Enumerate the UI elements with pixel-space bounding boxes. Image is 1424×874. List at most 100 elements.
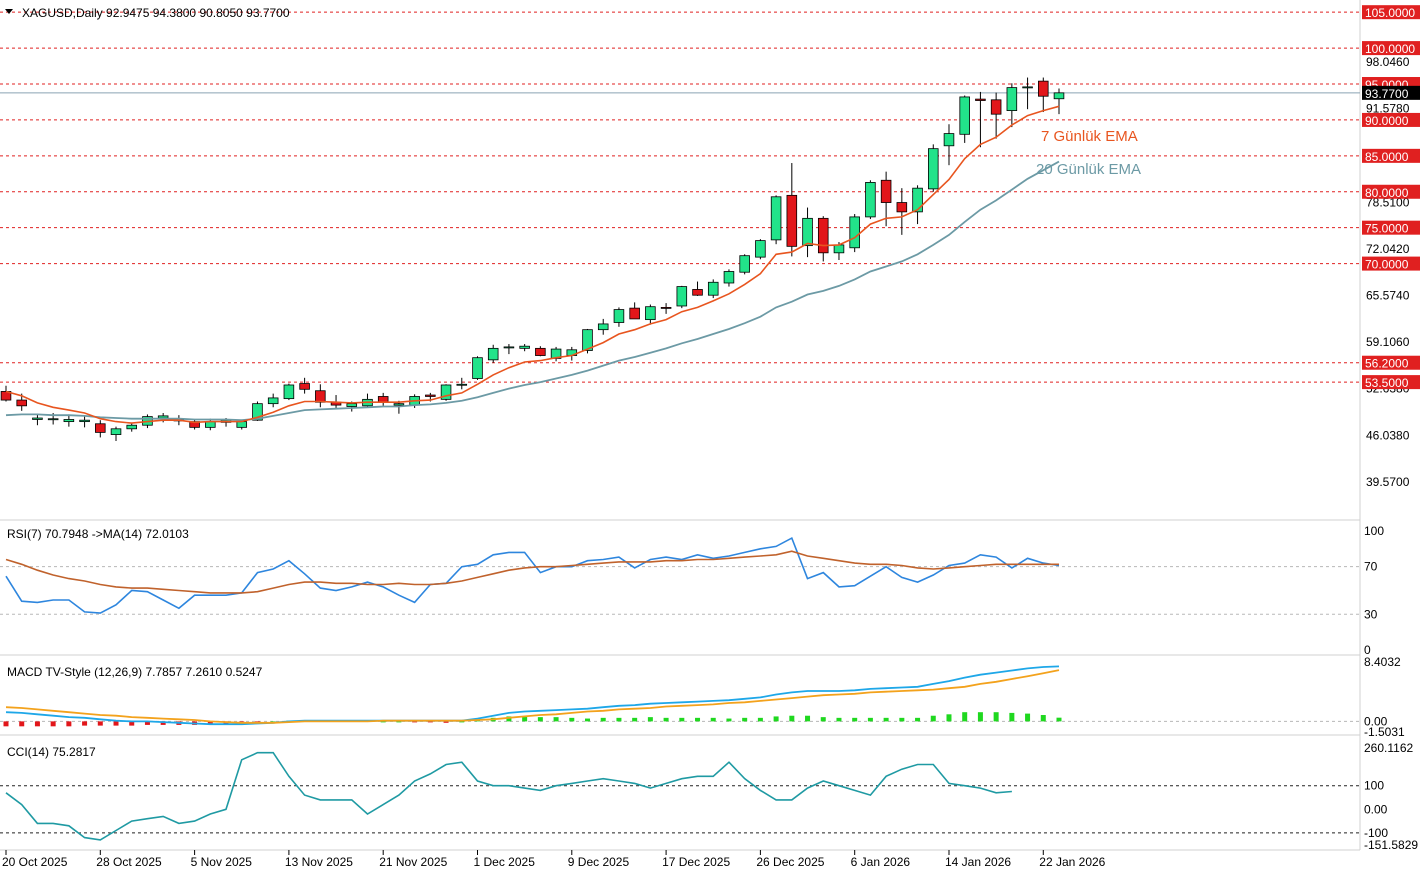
- candle-up: [252, 403, 263, 421]
- x-tick-label: 22 Jan 2026: [1039, 855, 1105, 869]
- macd-histogram-bar: [1025, 713, 1031, 722]
- macd-histogram-bar: [129, 721, 135, 726]
- candle-up: [157, 415, 169, 419]
- macd-histogram-bar: [632, 717, 638, 722]
- macd-histogram-bar: [867, 717, 873, 722]
- level-tag-label: 105.0000: [1365, 6, 1415, 20]
- macd-histogram-bar: [270, 721, 276, 723]
- rsi-tick-label: 0: [1364, 643, 1371, 657]
- level-tag: [1362, 375, 1420, 390]
- macd-histogram-bar: [380, 721, 386, 723]
- price-tick-label: 59.1060: [1366, 335, 1410, 349]
- candle-up: [487, 347, 499, 361]
- macd-histogram-bar: [443, 721, 449, 723]
- macd-histogram-bar: [899, 717, 905, 722]
- candle-up: [613, 309, 625, 323]
- candle-down: [95, 423, 106, 433]
- macd-histogram-bar: [506, 716, 512, 722]
- macd-histogram-bar: [1040, 715, 1046, 722]
- macd-histogram-bar: [144, 721, 150, 725]
- price-tick-label: 39.5700: [1366, 475, 1410, 489]
- price-tick-label: 91.5780: [1366, 102, 1410, 116]
- level-tag-label: 90.0000: [1365, 114, 1409, 128]
- x-tick-label: 26 Dec 2025: [756, 855, 824, 869]
- candle-up: [927, 148, 939, 190]
- macd-histogram-bar: [569, 717, 575, 722]
- macd-histogram-bar: [962, 712, 968, 722]
- price-tick-label: 46.0380: [1366, 429, 1410, 443]
- cci-pane: [0, 751, 1360, 841]
- candle-up: [503, 346, 515, 349]
- cci-tick-label: -100: [1364, 826, 1388, 840]
- level-tag-label: 53.5000: [1365, 376, 1409, 390]
- x-tick-label: 13 Nov 2025: [285, 855, 353, 869]
- level-tag: [1362, 148, 1420, 163]
- candle-up: [770, 196, 782, 241]
- macd-histogram-bar: [1009, 712, 1015, 722]
- x-tick-label: 1 Dec 2025: [473, 855, 535, 869]
- candle-down: [817, 217, 829, 254]
- candle-up: [645, 306, 656, 321]
- macd-histogram-bar: [1056, 717, 1062, 722]
- macd-histogram-bar: [726, 718, 732, 722]
- collapse-triangle-icon[interactable]: [5, 9, 13, 14]
- x-tick-label: 6 Jan 2026: [851, 855, 911, 869]
- candle-down: [299, 383, 310, 390]
- level-tag: [1362, 256, 1420, 271]
- candle-up: [959, 96, 970, 135]
- ema7-annotation: 7 Günlük EMA: [1041, 128, 1138, 145]
- candle-up: [47, 418, 59, 421]
- macd-histogram-bar: [930, 715, 936, 722]
- cci-tick-label: 0.00: [1364, 802, 1388, 816]
- candle-up: [755, 240, 766, 258]
- rsi-pane: [0, 536, 1360, 615]
- candle-down: [629, 307, 640, 320]
- candle-up: [943, 133, 955, 147]
- macd-histogram-bar: [915, 717, 921, 722]
- x-tick-label: 17 Dec 2025: [662, 855, 730, 869]
- candle-up: [582, 329, 593, 351]
- candle-up: [267, 397, 279, 405]
- macd-histogram-bar: [836, 717, 842, 722]
- level-tag-label: 70.0000: [1365, 258, 1409, 272]
- x-tick-label: 5 Nov 2025: [191, 855, 253, 869]
- candle-up: [63, 419, 75, 423]
- cci-tick-label: 260.1162: [1364, 741, 1413, 755]
- candle-up: [676, 286, 688, 307]
- rsi-line: [5, 536, 1060, 614]
- rsi-tick-label: 70: [1364, 560, 1378, 574]
- candle-up: [597, 323, 609, 331]
- axis-layer: 98.0460 91.5780 78.5100 72.0420 65.5740 59.10…: [2, 5, 1420, 869]
- level-tag-label: 85.0000: [1365, 150, 1409, 164]
- x-tick-label: 9 Dec 2025: [568, 855, 630, 869]
- candle-up: [912, 187, 923, 213]
- x-tick-label: 21 Nov 2025: [379, 855, 447, 869]
- candle-up: [79, 419, 90, 423]
- candle-up: [1053, 92, 1065, 100]
- candle-up: [456, 383, 468, 386]
- rsi-tick-label: 30: [1364, 607, 1378, 621]
- cci-pane-title: CCI(14) 75.2817: [7, 745, 96, 759]
- macd-histogram-bar: [789, 715, 795, 722]
- candle-down: [377, 396, 389, 403]
- candle-up: [393, 403, 405, 406]
- price-tick-label: 65.5740: [1366, 288, 1410, 302]
- macd-histogram-bar: [773, 716, 779, 722]
- macd-histogram-bar: [207, 721, 213, 725]
- candle-down: [535, 347, 546, 356]
- price-tick-label: 78.5100: [1366, 195, 1410, 209]
- macd-tick-label: 8.4032: [1364, 655, 1401, 669]
- price-pane: [0, 11, 1360, 442]
- candle-up: [833, 244, 845, 254]
- ema20-annotation: 20 Günlük EMA: [1036, 161, 1141, 178]
- macd-histogram-bar: [820, 717, 826, 722]
- candle-up: [32, 417, 43, 420]
- macd-line: [5, 665, 1060, 726]
- level-tag-label: 56.2000: [1365, 357, 1409, 371]
- macd-histogram-bar: [616, 717, 622, 722]
- macd-histogram-bar: [805, 715, 811, 722]
- macd-tick-label: 0.00: [1364, 714, 1388, 728]
- grid-layer: [0, 0, 1361, 851]
- candle-up: [865, 182, 876, 218]
- level-tag: [1362, 112, 1420, 127]
